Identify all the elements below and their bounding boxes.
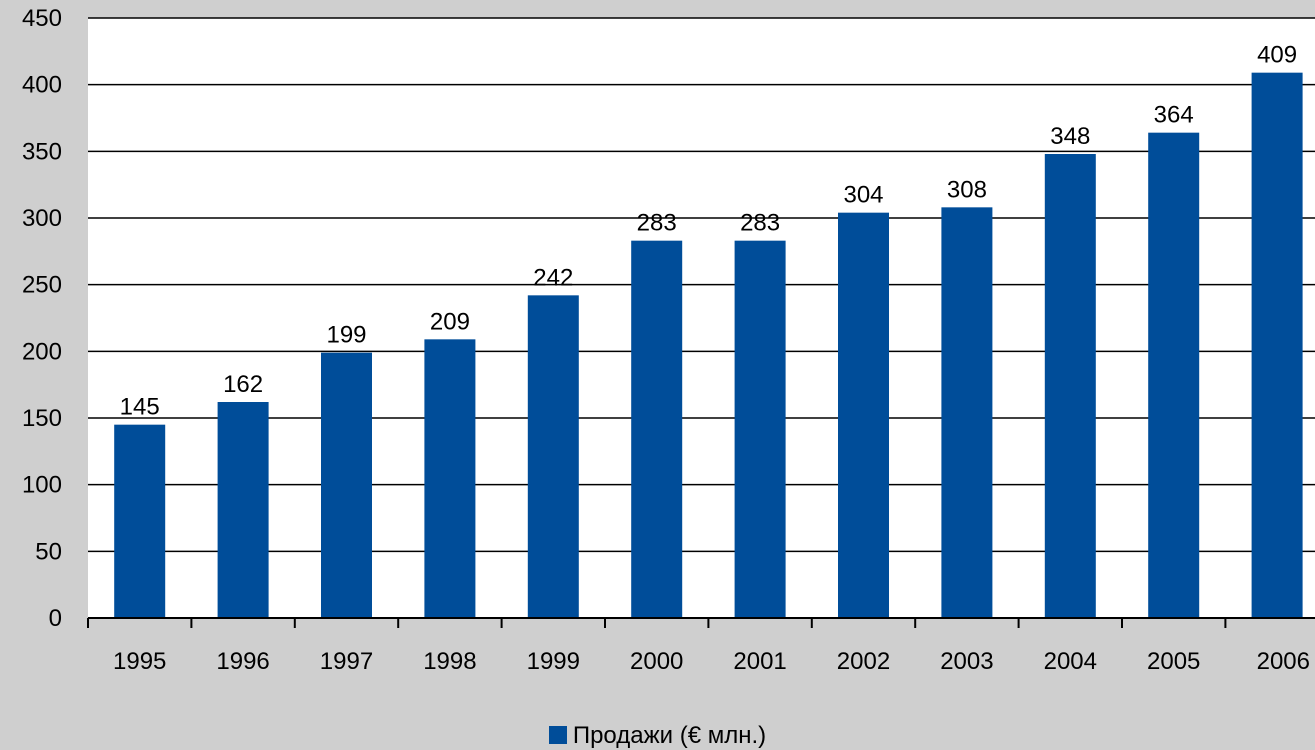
legend-swatch [548, 726, 567, 744]
bars [114, 72, 1303, 619]
bar-1998 [424, 339, 476, 618]
data-label-2001: 283 [740, 210, 780, 237]
bar-1999 [527, 295, 579, 618]
y-tick-label: 450 [22, 5, 62, 32]
y-tick-label: 50 [35, 538, 62, 565]
data-label-2004: 348 [1050, 123, 1090, 150]
data-label-1996: 162 [223, 371, 263, 398]
x-tick-label: 1999 [527, 648, 580, 675]
x-tick-label: 2006 [1257, 648, 1310, 675]
bar-1996 [217, 402, 269, 618]
bar-2000 [631, 240, 683, 618]
y-tick-label: 200 [22, 338, 62, 365]
y-tick-label: 300 [22, 205, 62, 232]
x-tick-label: 2002 [837, 648, 890, 675]
x-tick-label: 1997 [320, 648, 373, 675]
bar-2001 [734, 240, 786, 618]
bar-1995 [114, 424, 166, 618]
data-label-2003: 308 [947, 176, 987, 203]
y-tick-label: 400 [22, 72, 62, 99]
y-tick-label: 100 [22, 472, 62, 499]
bar-2002 [838, 212, 889, 618]
data-label-1998: 209 [430, 308, 470, 335]
x-tick-label: 2003 [940, 648, 993, 675]
bar-2003 [941, 207, 993, 619]
y-tick-label: 250 [22, 272, 62, 299]
data-label-1995: 145 [120, 394, 160, 421]
data-labels: 145 162 199 209 242 283 283 304 308 348 364 409 [120, 42, 1297, 421]
legend: Продажи (€ млн.) [0, 722, 1315, 750]
data-label-2002: 304 [843, 182, 883, 209]
x-tick-label: 1996 [216, 648, 269, 675]
x-axis-tick-labels: 1995 1996 1997 1998 1999 2000 2001 2002 2003 2004… [113, 648, 1310, 675]
plot-area [88, 18, 1315, 618]
data-label-2006: 409 [1257, 42, 1297, 69]
data-label-2005: 364 [1154, 102, 1194, 129]
bar-2005 [1148, 132, 1200, 618]
bar-2004 [1044, 154, 1096, 618]
data-label-2000: 283 [637, 210, 677, 237]
grid-lines [88, 17, 1315, 553]
legend-label: Продажи (€ млн.) [572, 722, 767, 749]
x-tick-label: 2004 [1044, 648, 1097, 675]
x-tick-label: 2000 [630, 648, 683, 675]
data-label-1997: 199 [326, 322, 366, 349]
y-axis-tick-labels: 0 50 100 150 200 250 300 350 400 450 [22, 5, 62, 632]
x-tick-label: 2005 [1147, 648, 1200, 675]
bar-1997 [321, 352, 372, 618]
x-tick-label: 1995 [113, 648, 166, 675]
y-tick-label: 350 [22, 138, 62, 165]
x-tick-label: 1998 [423, 648, 476, 675]
x-axis [87, 617, 1315, 628]
bar-2006 [1251, 72, 1303, 618]
x-tick-label: 2001 [733, 648, 786, 675]
y-tick-label: 150 [22, 405, 62, 432]
data-label-1999: 242 [533, 264, 573, 291]
y-tick-label: 0 [49, 605, 62, 632]
